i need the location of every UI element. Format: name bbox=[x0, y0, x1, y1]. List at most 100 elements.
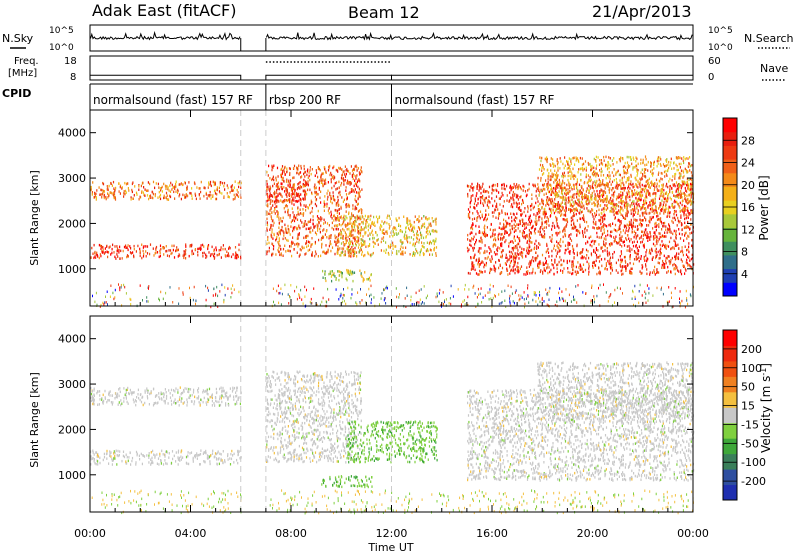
rti-cell bbox=[534, 184, 536, 188]
rti-cell bbox=[331, 217, 333, 220]
rti-cell bbox=[599, 272, 601, 276]
rti-cell bbox=[619, 243, 621, 246]
rti-cell bbox=[306, 245, 308, 249]
rti-cell bbox=[304, 193, 306, 196]
rti-cell bbox=[311, 207, 313, 210]
rti-cell bbox=[621, 187, 623, 190]
rti-cell bbox=[483, 233, 485, 237]
rti-cell bbox=[513, 223, 515, 226]
rti-cell bbox=[497, 217, 499, 220]
rti-cell bbox=[653, 209, 655, 212]
rti-cell bbox=[584, 268, 587, 272]
rti-cell bbox=[430, 224, 432, 228]
rti-cell bbox=[396, 233, 398, 236]
rti-cell bbox=[317, 229, 319, 232]
rti-cell bbox=[627, 187, 629, 190]
rti-cell bbox=[237, 195, 240, 198]
rti-cell bbox=[510, 231, 512, 234]
rti-cell bbox=[232, 198, 234, 201]
rti-cell bbox=[277, 211, 279, 214]
rti-cell bbox=[477, 202, 479, 205]
rti-cell bbox=[529, 204, 532, 208]
rti-cell bbox=[512, 241, 514, 244]
rti-cell bbox=[639, 218, 641, 221]
rti-cell bbox=[298, 194, 300, 198]
rti-cell bbox=[333, 198, 335, 201]
rti-cell bbox=[564, 232, 566, 236]
rti-cell bbox=[564, 234, 566, 238]
rti-cell bbox=[659, 194, 661, 198]
rti-cell bbox=[659, 243, 661, 247]
rti-cell bbox=[529, 245, 531, 249]
rti-cell bbox=[512, 266, 514, 269]
rti-cell bbox=[281, 182, 283, 185]
rti-cell bbox=[528, 220, 530, 223]
rti-cell bbox=[691, 231, 693, 235]
rti-cell bbox=[146, 245, 149, 248]
rti-cell bbox=[322, 172, 324, 175]
rti-cell bbox=[645, 184, 647, 187]
rti-cell bbox=[684, 207, 686, 210]
rti-cell bbox=[570, 158, 572, 161]
rti-cell bbox=[163, 253, 165, 256]
rti-cell bbox=[536, 187, 538, 190]
rti-cell bbox=[278, 226, 280, 229]
rti-cell bbox=[284, 199, 286, 202]
rti-cell bbox=[393, 233, 395, 236]
rti-cell bbox=[424, 225, 426, 229]
rti-cell bbox=[107, 188, 109, 192]
rti-cell bbox=[127, 187, 129, 190]
rti-cell bbox=[581, 250, 583, 254]
rti-cell bbox=[94, 250, 96, 254]
rti-cell bbox=[582, 263, 585, 266]
rti-cell bbox=[684, 245, 686, 248]
rti-cell bbox=[423, 215, 425, 218]
rti-cell bbox=[154, 194, 156, 198]
rti-cell bbox=[615, 235, 617, 238]
rti-cell bbox=[553, 187, 555, 190]
rti-cell bbox=[685, 225, 687, 228]
rti-cell bbox=[368, 215, 370, 218]
rti-cell bbox=[683, 191, 685, 195]
rti-cell bbox=[492, 229, 494, 232]
rti-cell bbox=[165, 187, 167, 190]
rti-cell bbox=[103, 190, 105, 193]
rti-cell bbox=[272, 199, 274, 203]
rti-cell bbox=[657, 162, 659, 165]
rti-cell bbox=[559, 185, 562, 188]
rti-cell bbox=[353, 222, 355, 226]
rti-cell bbox=[496, 205, 498, 209]
rti-cell bbox=[620, 269, 622, 273]
rti-cell bbox=[670, 198, 672, 201]
rti-cell bbox=[605, 234, 607, 238]
rti-cell bbox=[332, 197, 334, 200]
rti-cell bbox=[312, 223, 314, 226]
rti-cell bbox=[677, 269, 679, 272]
rti-cell bbox=[355, 191, 358, 194]
rti-cell bbox=[288, 230, 290, 234]
rti-cell bbox=[686, 261, 688, 265]
rti-cell bbox=[350, 182, 352, 185]
rti-cell bbox=[331, 221, 333, 225]
rti-cell bbox=[534, 242, 536, 246]
rti-cell bbox=[585, 202, 587, 205]
rti-cell bbox=[556, 270, 558, 274]
rti-cell bbox=[348, 254, 350, 257]
rti-cell bbox=[643, 190, 646, 193]
rti-cell bbox=[551, 191, 553, 195]
rti-cell bbox=[556, 159, 558, 163]
rti-cell bbox=[336, 250, 338, 253]
rti-cell bbox=[511, 216, 513, 219]
rti-cell bbox=[409, 222, 411, 226]
rti-cell bbox=[480, 199, 482, 202]
rti-cell bbox=[383, 249, 385, 253]
rti-cell bbox=[334, 216, 336, 219]
rti-cell bbox=[190, 192, 192, 195]
rti-cell bbox=[626, 234, 629, 237]
rti-cell bbox=[485, 218, 487, 222]
rti-cell bbox=[689, 188, 691, 191]
rti-cell bbox=[589, 185, 591, 188]
rti-cell bbox=[566, 183, 568, 187]
rti-cell bbox=[556, 224, 558, 228]
rti-cell bbox=[329, 240, 331, 243]
